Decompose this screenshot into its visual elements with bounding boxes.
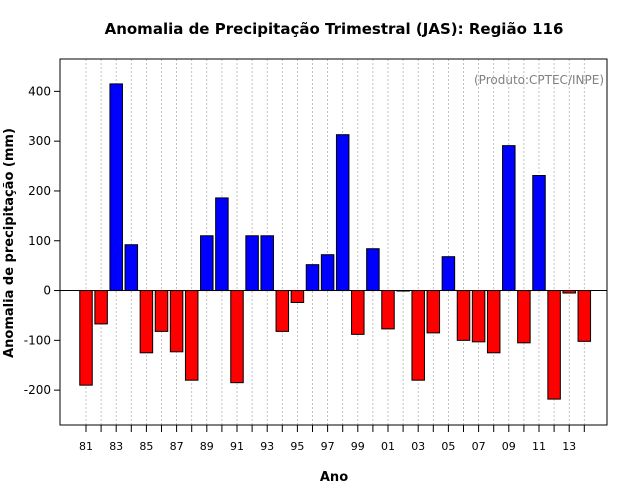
bar-1984: [124, 244, 139, 292]
bar-1985: [139, 290, 154, 354]
watermark: (Produto:CPTEC/INPE): [474, 73, 604, 87]
bar-1982: [94, 290, 108, 325]
bar-2012: [547, 290, 561, 400]
bar-2003: [411, 290, 425, 381]
y-axis-label: Anomalia de precipitação (mm): [2, 128, 17, 358]
x-tick-label: 99: [351, 440, 365, 453]
bar-2005: [441, 256, 456, 292]
y-tick-label: 400: [28, 84, 51, 98]
bar-2008: [486, 290, 501, 354]
x-tick-label: 97: [321, 440, 335, 453]
y-tick-label: 100: [28, 234, 51, 248]
y-tick-label: -100: [24, 333, 51, 347]
bar-1997: [320, 254, 335, 292]
bar-1998: [335, 134, 350, 292]
bar-2006: [456, 290, 471, 341]
bar-1999: [351, 290, 365, 335]
x-tick-label: 93: [260, 440, 274, 453]
bar-1991: [230, 290, 244, 384]
y-axis: -200 -100 0 100 200 300 400: [24, 84, 60, 397]
plot-frame: [59, 58, 608, 426]
bar-1996: [305, 264, 320, 292]
bar-1988: [184, 290, 199, 381]
bar-2009: [502, 145, 516, 292]
x-tick-label: 13: [562, 440, 576, 453]
x-tick-label: 09: [502, 440, 516, 453]
x-tick-label: 85: [139, 440, 153, 453]
bar-2001: [381, 290, 395, 330]
bar-1993: [260, 235, 274, 292]
x-tick-label: 83: [109, 440, 123, 453]
bar-1989: [200, 235, 214, 292]
x-tick-label: 11: [532, 440, 546, 453]
x-tick-label: 89: [200, 440, 214, 453]
bar-1981: [79, 290, 93, 386]
chart-title: Anomalia de Precipitação Trimestral (JAS…: [105, 20, 564, 38]
bars: [79, 83, 592, 400]
y-tick-label: 0: [43, 284, 51, 298]
x-tick-label: 95: [290, 440, 304, 453]
y-tick-label: 200: [28, 184, 51, 198]
x-tick-label: 91: [230, 440, 244, 453]
bar-2011: [532, 175, 546, 292]
bar-2000: [366, 248, 380, 292]
bar-1995: [290, 290, 305, 304]
bar-1987: [169, 290, 184, 353]
bar-1990: [215, 197, 229, 292]
bar-2014: [577, 290, 592, 342]
bar-2010: [517, 290, 531, 344]
x-axis: 81 83 85 87 89 91 93 95 97 99 01 03 05 07 09 11 13: [79, 425, 585, 453]
x-tick-label: 01: [381, 440, 395, 453]
x-tick-label: 05: [441, 440, 455, 453]
bar-1986: [154, 290, 169, 332]
bar-1983: [109, 83, 123, 292]
x-tick-label: 87: [170, 440, 184, 453]
bar-2007: [471, 290, 486, 343]
y-tick-label: 300: [28, 134, 51, 148]
y-tick-label: -200: [24, 383, 51, 397]
x-tick-label: 07: [472, 440, 486, 453]
x-tick-label: 81: [79, 440, 93, 453]
bar-1994: [275, 290, 290, 332]
x-tick-label: 03: [411, 440, 425, 453]
bar-2004: [426, 290, 441, 334]
x-axis-label: Ano: [320, 470, 348, 485]
bar-1992: [245, 235, 259, 292]
